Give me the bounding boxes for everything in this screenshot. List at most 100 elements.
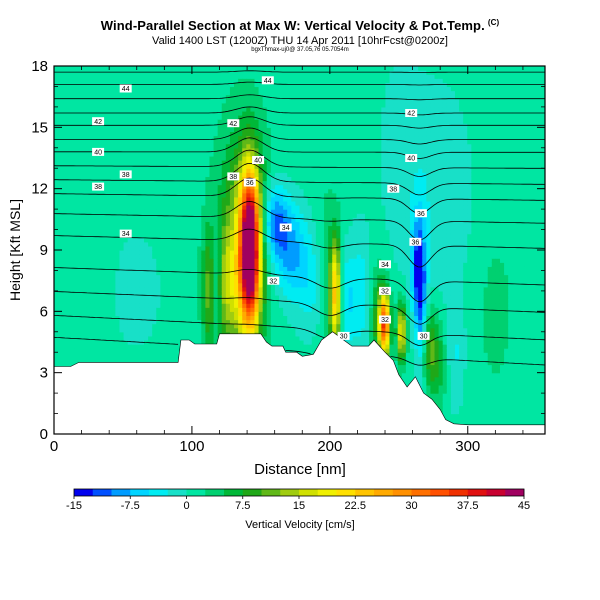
velocity-cell [160,319,166,325]
velocity-cell [250,102,256,108]
velocity-cell [168,151,174,157]
velocity-cell [242,135,247,141]
velocity-cell [103,327,108,333]
velocity-cell [168,131,174,137]
velocity-cell [176,98,182,104]
velocity-cell [107,139,112,145]
velocity-cell [152,270,157,276]
velocity-cell [213,290,219,296]
velocity-cell [74,311,80,317]
velocity-cell [139,131,145,137]
velocity-cell [274,294,280,300]
velocity-cell [172,147,178,153]
velocity-cell [99,237,104,243]
velocity-cell [270,106,276,112]
velocity-cell [242,102,247,108]
velocity-cell [254,221,260,227]
velocity-cell [225,225,231,231]
velocity-cell [94,299,100,304]
velocity-cell [217,315,223,321]
velocity-cell [82,262,88,267]
velocity-cell [90,74,96,79]
velocity-cell [213,323,219,329]
velocity-cell [184,200,190,206]
velocity-cell [164,348,170,353]
velocity-cell [123,339,129,345]
velocity-cell [74,66,80,71]
velocity-cell [66,131,71,137]
velocity-cell [254,119,260,124]
velocity-cell [139,307,145,312]
velocity-cell [246,315,251,321]
velocity-cell [254,123,260,128]
velocity-cell [250,229,256,235]
velocity-cell [111,94,116,100]
velocity-cell [127,143,133,149]
velocity-cell [262,233,268,239]
velocity-cell [172,352,178,357]
velocity-cell [160,282,166,288]
velocity-cell [193,90,198,96]
velocity-cell [201,319,206,325]
velocity-cell [78,278,84,284]
velocity-cell [74,151,80,157]
velocity-cell [201,205,206,210]
velocity-cell [107,229,112,235]
velocity-cell [274,82,280,88]
velocity-cell [70,307,76,312]
velocity-cell [254,176,260,182]
velocity-cell [242,86,247,92]
velocity-cell [217,319,223,325]
velocity-cell [148,139,153,145]
velocity-cell [225,270,231,276]
velocity-cell [54,188,59,194]
velocity-cell [58,241,63,247]
velocity-cell [270,229,276,235]
velocity-cell [119,323,125,329]
velocity-cell [217,160,223,165]
velocity-cell [123,147,129,153]
velocity-cell [262,327,268,333]
velocity-cell [262,331,268,337]
velocity-cell [225,180,231,186]
velocity-cell [205,221,211,227]
velocity-cell [254,274,260,280]
velocity-cell [131,155,137,161]
velocity-cell [234,250,239,255]
velocity-cell [70,213,76,218]
velocity-cell [209,200,215,206]
velocity-cell [144,241,149,247]
velocity-cell [127,147,133,153]
velocity-cell [176,241,182,247]
velocity-cell [135,217,141,222]
velocity-cell [119,200,125,206]
velocity-cell [115,172,121,177]
velocity-cell [107,200,112,206]
velocity-cell [62,90,67,96]
velocity-cell [90,160,96,165]
velocity-cell [262,143,268,149]
velocity-cell [270,143,276,149]
velocity-cell [168,356,174,361]
velocity-cell [90,192,96,198]
velocity-cell [238,327,243,333]
velocity-cell [90,250,96,255]
velocity-cell [94,200,100,206]
velocity-cell [213,286,219,292]
velocity-cell [189,98,194,104]
velocity-cell [156,139,161,145]
velocity-cell [217,200,223,206]
velocity-cell [234,74,239,79]
velocity-cell [238,74,243,79]
velocity-cell [229,131,235,137]
velocity-cell [86,294,92,300]
velocity-cell [152,352,157,357]
velocity-cell [164,254,170,259]
velocity-cell [246,106,251,112]
velocity-cell [54,176,59,182]
velocity-cell [139,282,145,288]
velocity-cell [135,102,141,108]
velocity-cell [201,339,206,345]
velocity-cell [66,172,71,177]
velocity-cell [246,74,251,79]
